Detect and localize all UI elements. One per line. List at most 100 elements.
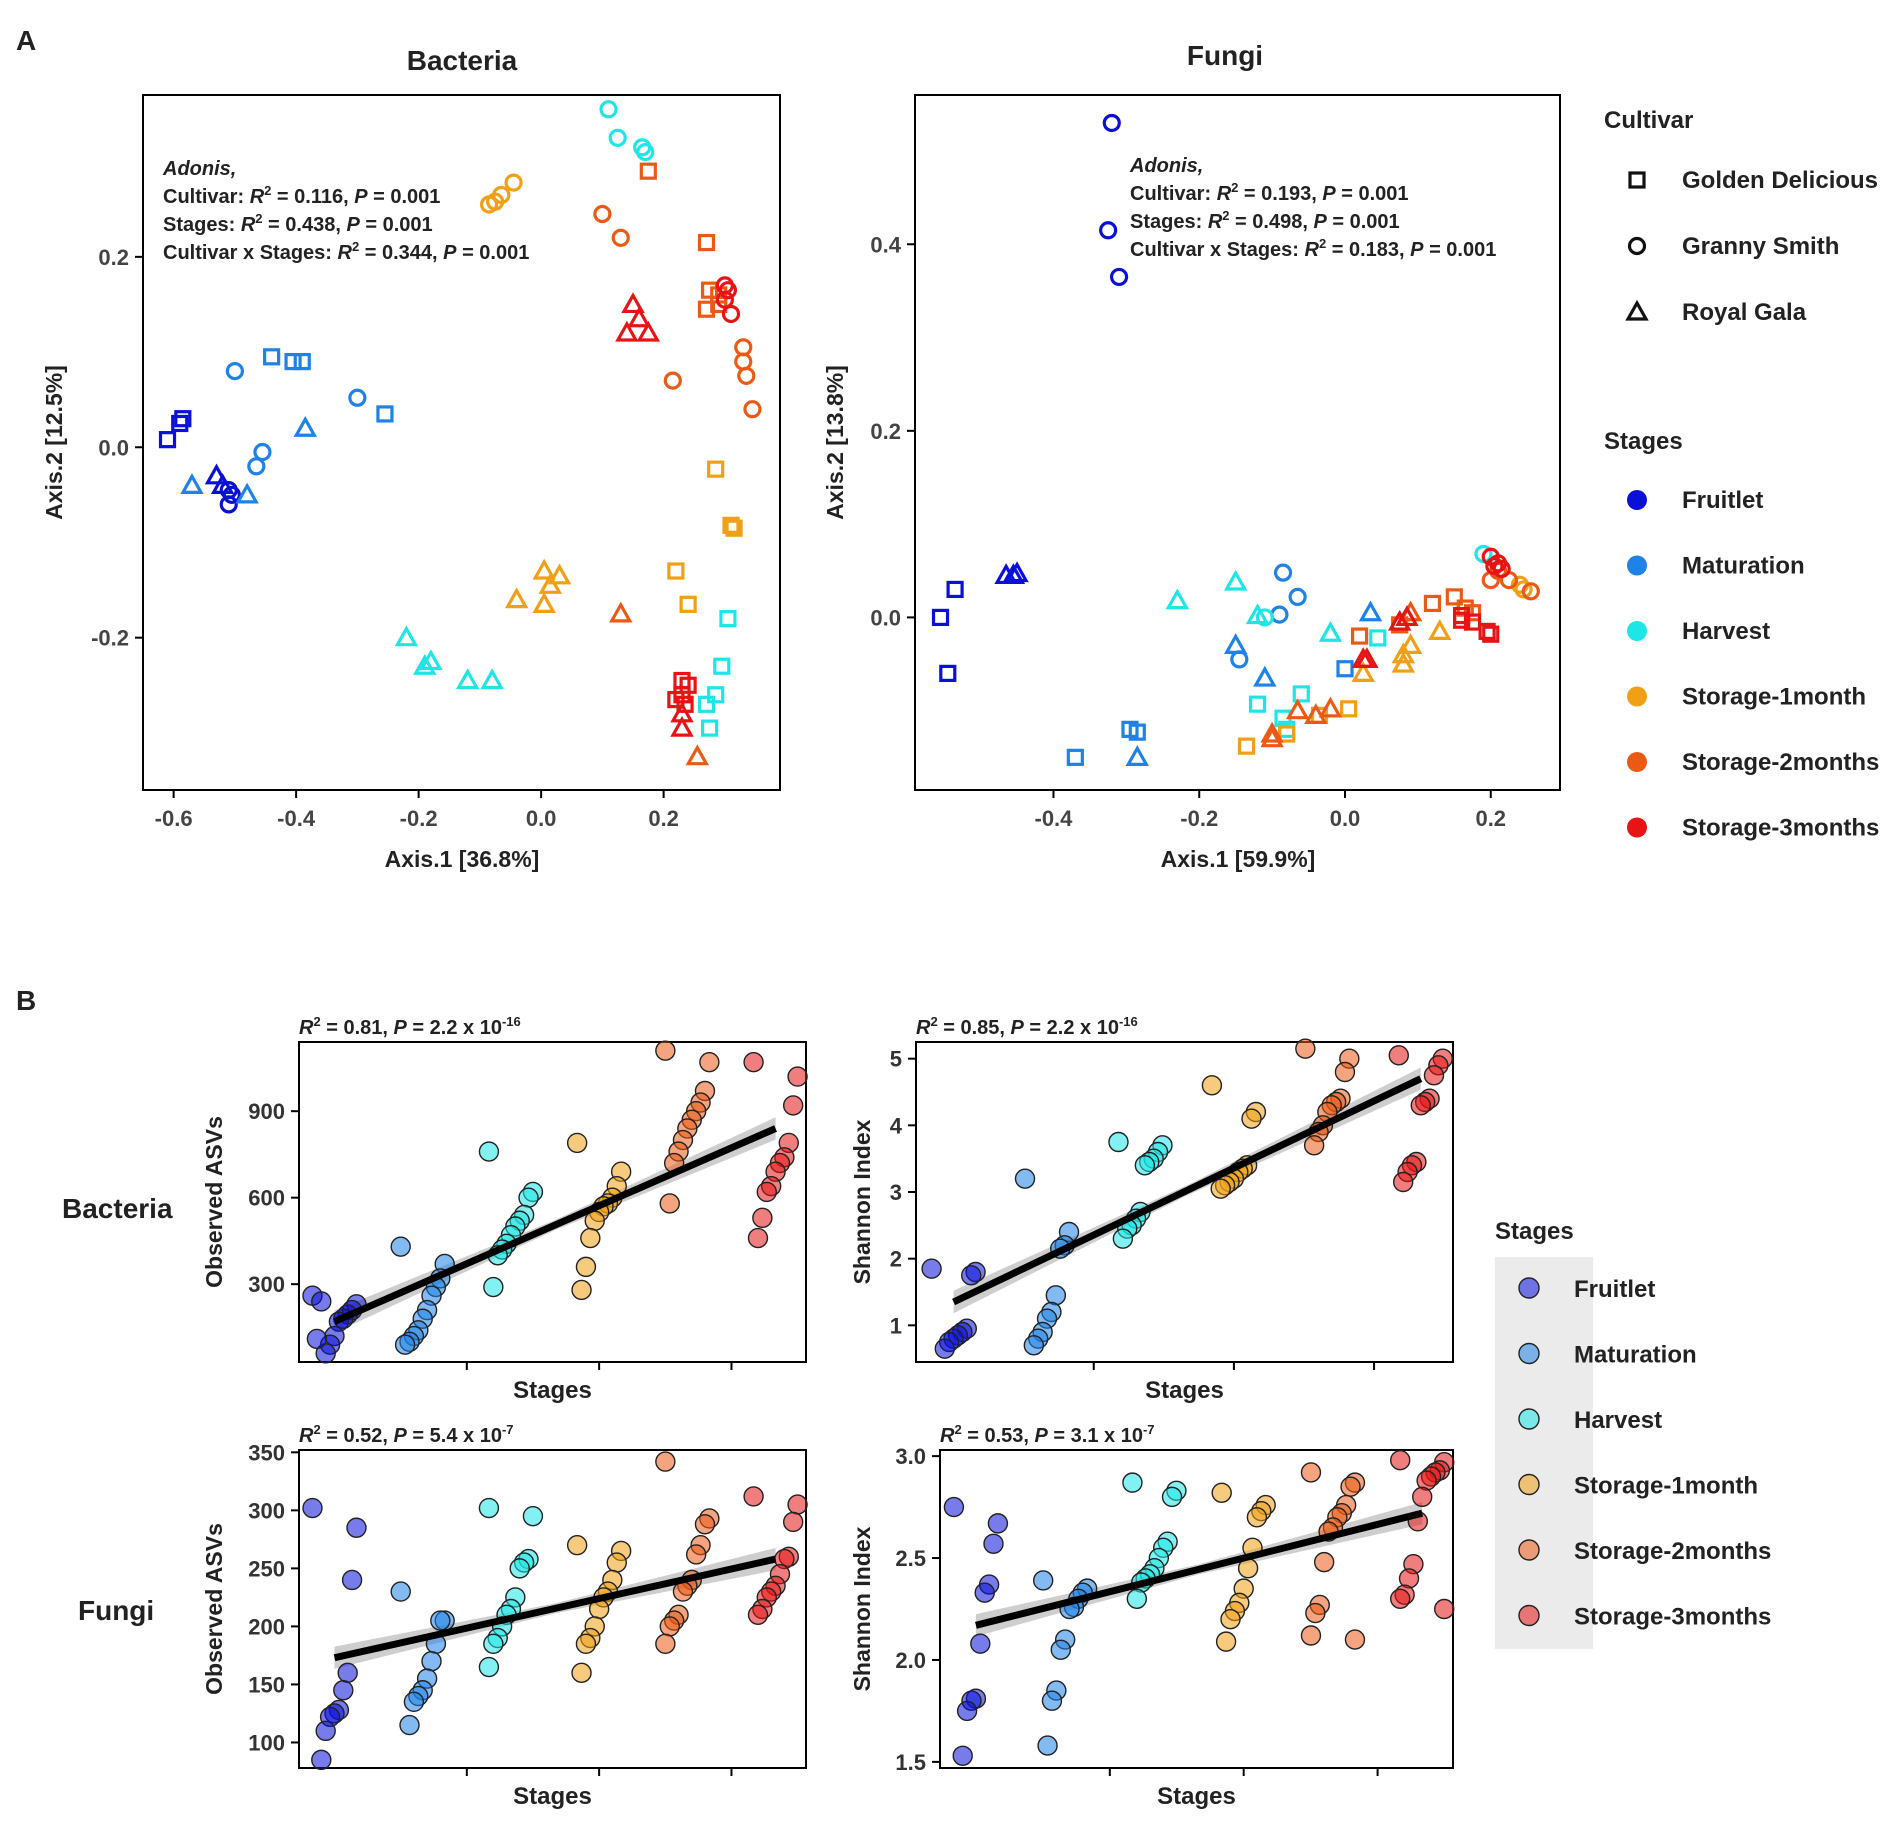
data-point bbox=[532, 558, 556, 580]
data-point bbox=[983, 1533, 1004, 1554]
data-point bbox=[492, 185, 511, 205]
data-point bbox=[1125, 745, 1150, 766]
y-tick-label: 0.0 bbox=[870, 605, 901, 630]
data-point bbox=[931, 608, 950, 627]
data-point bbox=[1220, 1608, 1241, 1630]
trend-line bbox=[975, 1509, 1424, 1629]
legend-stage-dot bbox=[1627, 752, 1647, 772]
data-point bbox=[1045, 1285, 1067, 1306]
data-point bbox=[725, 519, 743, 537]
data-point bbox=[1023, 1335, 1045, 1356]
y-tick-label: 300 bbox=[248, 1272, 285, 1297]
data-point bbox=[293, 415, 318, 437]
data-point bbox=[743, 1051, 764, 1073]
data-point bbox=[575, 1633, 597, 1655]
data-point bbox=[346, 1517, 367, 1538]
legend-b-stage-label: Harvest bbox=[1574, 1407, 1662, 1434]
data-point bbox=[718, 281, 738, 300]
data-point bbox=[599, 100, 618, 119]
legend-b-stage-dot bbox=[1518, 1342, 1540, 1365]
x-tick-label: -0.6 bbox=[155, 806, 193, 831]
data-point bbox=[253, 442, 272, 462]
data-point bbox=[1099, 221, 1118, 240]
legend-stage-dot bbox=[1627, 817, 1647, 838]
data-point bbox=[518, 1187, 539, 1208]
data-point bbox=[593, 204, 612, 224]
legends-layer: Cultivar Golden Delicious Granny Smith Roya… bbox=[1495, 107, 1879, 1649]
legend-cultivar-label: Golden Delicious bbox=[1682, 167, 1878, 194]
data-point bbox=[721, 304, 741, 324]
data-point bbox=[1288, 587, 1307, 606]
data-point bbox=[655, 1451, 676, 1472]
x-tick-label: -0.2 bbox=[400, 806, 438, 831]
data-point bbox=[532, 592, 556, 613]
data-point bbox=[1318, 696, 1343, 718]
chart-title: Fungi bbox=[1187, 40, 1263, 71]
data-point bbox=[504, 173, 523, 192]
data-point bbox=[394, 625, 419, 647]
x-tick-label: 0.2 bbox=[648, 806, 679, 831]
data-point bbox=[235, 482, 259, 504]
data-point bbox=[403, 1691, 425, 1713]
data-point bbox=[1300, 1625, 1322, 1646]
data-point bbox=[566, 1534, 588, 1556]
y-axis-label: Observed ASVs bbox=[201, 1523, 227, 1695]
data-point bbox=[483, 1633, 504, 1655]
data-point bbox=[302, 1497, 323, 1519]
data-point bbox=[478, 1497, 500, 1519]
data-point bbox=[1165, 588, 1190, 610]
stat-label: R2 = 0.52, P = 5.4 x 10-7 bbox=[299, 1422, 514, 1447]
data-point bbox=[1304, 703, 1328, 724]
row-label-fungi: Fungi bbox=[78, 1595, 154, 1626]
data-point bbox=[787, 1494, 808, 1515]
data-point bbox=[787, 1066, 808, 1087]
y-axis-label: Shannon Index bbox=[849, 1119, 875, 1284]
y-tick-label: 600 bbox=[248, 1186, 285, 1211]
data-point bbox=[1014, 1168, 1036, 1189]
charts-layer: Bacteria -0.6 -0.4 -0.2 0.0 0.2 -0.2 0.0 0.2 Axis… bbox=[41, 40, 1561, 1810]
data-point bbox=[1273, 563, 1293, 582]
legend-cultivar-marker bbox=[1628, 171, 1646, 189]
x-tick-label: 0.2 bbox=[1475, 806, 1506, 831]
adonis-line: Cultivar x Stages: R2 = 0.344, P = 0.001 bbox=[163, 239, 529, 264]
data-point bbox=[333, 1680, 354, 1701]
data-point bbox=[743, 400, 762, 419]
data-point bbox=[606, 1552, 627, 1573]
legend-b-stage-label: Storage-3months bbox=[1574, 1604, 1771, 1631]
data-point bbox=[399, 1714, 420, 1736]
data-point bbox=[204, 463, 229, 485]
data-point bbox=[1255, 608, 1274, 627]
legend-cultivar-label: Royal Gala bbox=[1682, 299, 1807, 326]
legend-stage-dot bbox=[1627, 555, 1647, 576]
data-point bbox=[1066, 748, 1084, 766]
legend-b-stage-dot bbox=[1518, 1408, 1540, 1430]
data-point bbox=[697, 300, 716, 318]
legend-cultivar-label: Granny Smith bbox=[1682, 233, 1839, 260]
data-point bbox=[1300, 1462, 1322, 1483]
data-point bbox=[670, 715, 694, 737]
data-point bbox=[455, 668, 480, 690]
adonis-annotation: Adonis, Cultivar: R2 = 0.193, P = 0.001 St… bbox=[1129, 155, 1496, 261]
data-point bbox=[659, 1193, 680, 1214]
data-point bbox=[921, 1258, 942, 1279]
data-point bbox=[1270, 605, 1289, 624]
chart-pcoa-fungi: Fungi -0.4 -0.2 0.0 0.2 0.0 0.2 0.4 Axis.1 [59.9… bbox=[822, 40, 1561, 872]
data-point bbox=[394, 1334, 416, 1355]
y-tick-label: -0.2 bbox=[91, 626, 129, 651]
chart-fungi-shannon: 1.5 2.0 2.5 3.0 Stages Shannon Index R2 = 0.53… bbox=[849, 1422, 1455, 1810]
legend-stages-title: Stages bbox=[1604, 428, 1683, 455]
data-point bbox=[547, 563, 572, 585]
y-tick-label: 5 bbox=[890, 1047, 902, 1072]
data-point bbox=[1390, 1588, 1411, 1610]
data-point bbox=[1285, 698, 1310, 720]
data-point bbox=[284, 352, 302, 371]
data-point bbox=[1521, 582, 1540, 601]
data-point bbox=[608, 128, 627, 147]
data-point bbox=[247, 457, 266, 476]
chart-title: Bacteria bbox=[407, 45, 518, 76]
data-point bbox=[1108, 1131, 1129, 1153]
data-point bbox=[1369, 629, 1387, 647]
x-axis-label: Stages bbox=[513, 1377, 592, 1404]
data-point bbox=[571, 1279, 592, 1301]
